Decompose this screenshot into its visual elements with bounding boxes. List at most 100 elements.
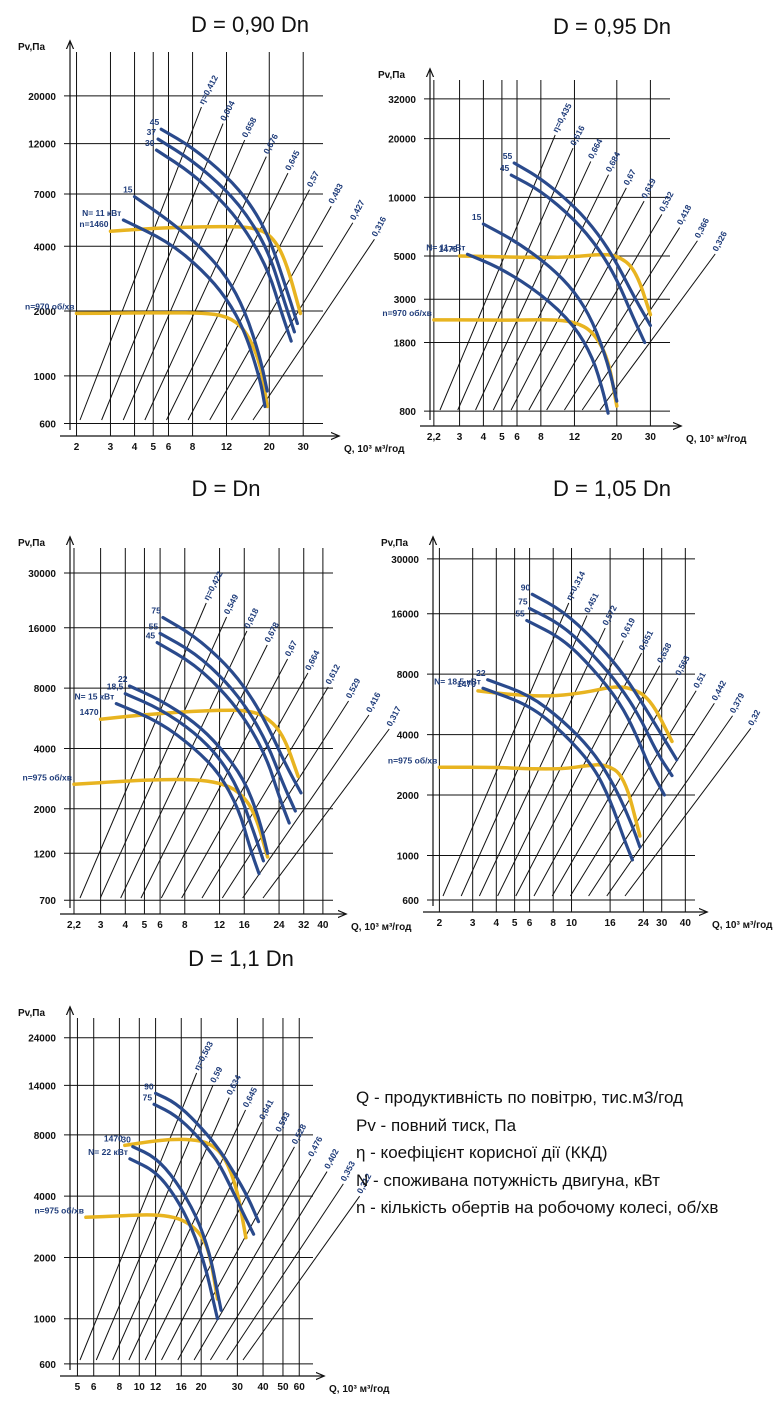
- chart-4-efficiency-line: [177, 1146, 295, 1361]
- chart-3-y-tick-label: 1000: [397, 851, 420, 862]
- chart-2-efficiency-line: [120, 630, 248, 899]
- chart-0-efficiency-label: 0,658: [240, 115, 259, 139]
- chart-4-y-tick-label: 8000: [34, 1131, 57, 1142]
- chart-3-x-tick-label: 16: [605, 918, 617, 929]
- chart-0-efficiency-line: [122, 139, 246, 421]
- chart-1-efficiency-label: 0,326: [710, 229, 729, 253]
- chart-3-efficiency-line: [624, 728, 752, 897]
- chart-3-speed-label: n=975 об/хв: [388, 755, 437, 765]
- chart-0-speed-curve: [74, 311, 269, 409]
- chart-0-efficiency-line: [209, 205, 332, 421]
- chart-1-efficiency-line: [475, 161, 592, 411]
- chart-1-x-axis-label: Q, 10³ м³/год: [686, 434, 747, 445]
- chart-2-efficiency-label: 0,549: [222, 592, 241, 616]
- chart-3-power-curve: [530, 592, 679, 762]
- chart-4-speed-label: 1470: [104, 1133, 123, 1143]
- chart-0-power-curve: [156, 137, 296, 334]
- chart-2-x-tick-label: 4: [123, 920, 129, 931]
- chart-3-y-axis-label: Pv,Па: [381, 538, 408, 549]
- chart-4-x-tick-label: 16: [176, 1382, 188, 1393]
- chart-4-power-label: 75: [143, 1092, 153, 1102]
- chart-3-efficiency-label: 0,51: [691, 670, 708, 690]
- chart-3-efficiency-line: [533, 665, 661, 897]
- chart-3-efficiency-line: [460, 615, 588, 897]
- chart-3-x-axis-label: Q, 10³ м³/год: [712, 920, 773, 931]
- chart-1-x-tick-label: 4: [481, 432, 487, 443]
- chart-2-power-label: 75: [151, 606, 161, 616]
- chart-2-y-tick-label: 16000: [28, 624, 56, 635]
- chart-1-power-curve: [512, 161, 652, 328]
- chart-2-power-curve: [127, 684, 270, 855]
- chart-0-y-tick-label: 20000: [28, 92, 56, 103]
- chart-3-efficiency-label: 0,451: [582, 591, 601, 615]
- legend-line-q: Q - продуктивність по повітрю, тис.м3/го…: [356, 1088, 683, 1107]
- chart-2-efficiency-line: [201, 686, 329, 899]
- chart-3-efficiency-line: [588, 702, 715, 897]
- chart-2-efficiency-label: 0,317: [384, 704, 403, 728]
- chart-4-x-tick-label: 20: [196, 1382, 208, 1393]
- chart-3-efficiency-line: [569, 690, 697, 897]
- chart-4-x-tick-label: 40: [257, 1382, 269, 1393]
- chart-4-efficiency-line: [193, 1158, 312, 1361]
- chart-1-efficiency-label: 0,67: [621, 167, 638, 187]
- chart-2-y-tick-label: 30000: [28, 569, 56, 580]
- chart-4-y-tick-label: 2000: [34, 1253, 57, 1264]
- chart-2-speed-curve: [98, 708, 300, 779]
- chart-1-efficiency-line: [439, 134, 556, 411]
- chart-1-efficiency-line: [492, 174, 609, 411]
- chart-0-speed-curve: [108, 224, 303, 316]
- chart-4-y-tick-label: 4000: [34, 1192, 57, 1203]
- chart-0-x-tick-label: 5: [150, 442, 156, 453]
- chart-3-efficiency-line: [606, 715, 733, 897]
- chart-4-efficiency-label: 0,353: [338, 1159, 357, 1183]
- chart-1-efficiency-label: 0,532: [657, 190, 676, 214]
- chart-0-y-tick-label: 1000: [34, 372, 57, 383]
- chart-4-y-tick-label: 24000: [28, 1034, 56, 1045]
- chart-3-efficiency-label: 0,651: [636, 628, 655, 652]
- chart-3-y-tick-label: 600: [402, 896, 419, 907]
- chart-2-power-label: 18,5: [107, 682, 124, 692]
- chart-2-efficiency-line: [242, 714, 370, 899]
- legend: Q - продуктивність по повітрю, тис.м3/го…: [356, 1084, 776, 1222]
- chart-4-x-tick-label: 12: [150, 1382, 162, 1393]
- chart-3-efficiency-line: [515, 652, 643, 897]
- chart-1-efficiency-label: 0,616: [568, 123, 587, 147]
- chart-4-power-label: 30: [121, 1135, 131, 1145]
- chart-1-x-tick-label: 12: [569, 432, 581, 443]
- chart-1-y-axis-label: Pv,Па: [378, 70, 405, 81]
- chart-4-x-tick-label: 30: [232, 1382, 244, 1393]
- chart-3-x-tick-label: 30: [656, 918, 668, 929]
- chart-3-x-tick-label: 2: [437, 918, 443, 929]
- chart-0-x-tick-label: 6: [166, 442, 172, 453]
- chart-1-power-label: 15: [472, 212, 482, 222]
- chart-2-power-curve: [161, 615, 303, 795]
- chart-4-x-tick-label: 6: [91, 1382, 97, 1393]
- chart-0-efficiency-label: 0,604: [218, 99, 237, 123]
- chart-0-efficiency-label: η=0,412: [196, 73, 220, 106]
- chart-0-y-axis-label: Pv,Па: [18, 42, 45, 53]
- chart-2-efficiency-label: 0,678: [262, 620, 281, 644]
- chart-0-x-tick-label: 20: [264, 442, 276, 453]
- chart-3-efficiency-label: 0,379: [727, 691, 746, 715]
- chart-1-efficiency-label: 0,664: [586, 137, 605, 161]
- chart-3-efficiency-label: 0,442: [709, 678, 728, 702]
- chart-1-y-tick-label: 10000: [388, 193, 416, 204]
- chart-0-power-curve: [154, 148, 293, 343]
- chart-2-y-tick-label: 8000: [34, 684, 57, 695]
- chart-1-y-tick-label: 5000: [394, 252, 417, 263]
- chart-4-efficiency-label: 0,59: [208, 1065, 225, 1085]
- chart-1-power-curve: [509, 173, 647, 345]
- chart-4-x-tick-label: 5: [75, 1382, 81, 1393]
- chart-2-x-tick-label: 5: [142, 920, 148, 931]
- chart-0-power-label: 30: [145, 138, 155, 148]
- chart-3-x-tick-label: 8: [550, 918, 556, 929]
- chart-4-speed-label: n=975 об/хв: [34, 1205, 83, 1215]
- chart-2-y-tick-label: 700: [39, 896, 56, 907]
- chart-2-x-tick-label: 2,2: [67, 920, 81, 931]
- chart-0-y-tick-label: 7000: [34, 190, 57, 201]
- chart-3-speed-label: 1470: [457, 679, 476, 689]
- chart-0-power-curve: [121, 218, 267, 409]
- chart-1-efficiency-label: η=0,435: [550, 101, 574, 134]
- chart-2-speed-label: n=975 об/хв: [23, 772, 72, 782]
- chart-3-power-label: 90: [521, 582, 531, 592]
